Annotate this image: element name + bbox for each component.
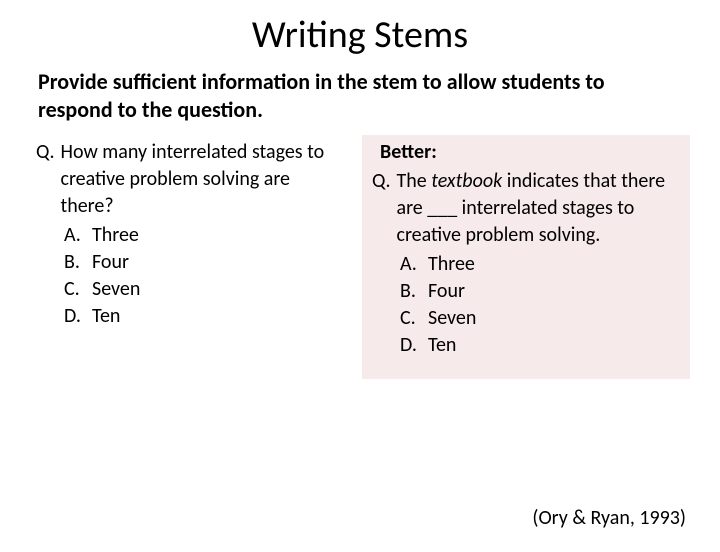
q-text: The textbook indicates that there are __… <box>397 168 680 249</box>
q-italic: textbook <box>431 169 502 193</box>
q-marker: Q. <box>36 139 61 220</box>
list-item: B. Four <box>400 278 680 305</box>
option-letter: A. <box>400 251 428 278</box>
option-text: Seven <box>428 305 680 332</box>
option-letter: A. <box>64 222 92 249</box>
option-text: Three <box>428 251 680 278</box>
option-letter: B. <box>400 278 428 305</box>
left-question: Q. How many interrelated stages to creat… <box>36 139 344 220</box>
list-item: C. Seven <box>400 305 680 332</box>
right-options: A. Three B. Four C. Seven D. Ten <box>400 251 680 359</box>
q-marker: Q. <box>372 168 397 249</box>
list-item: D. Ten <box>400 332 680 359</box>
columns: Q. How many interrelated stages to creat… <box>0 135 720 379</box>
right-column: Better: Q. The textbook indicates that t… <box>362 135 690 379</box>
better-label: Better: <box>380 139 680 166</box>
list-item: A. Three <box>400 251 680 278</box>
left-column: Q. How many interrelated stages to creat… <box>30 135 350 379</box>
option-text: Four <box>428 278 680 305</box>
left-options: A. Three B. Four C. Seven D. Ten <box>64 222 344 330</box>
subtitle: Provide sufficient information in the st… <box>0 68 720 123</box>
option-text: Ten <box>92 303 344 330</box>
list-item: B. Four <box>64 249 344 276</box>
list-item: A. Three <box>64 222 344 249</box>
citation: (Ory & Ryan, 1993) <box>532 506 686 530</box>
option-text: Three <box>92 222 344 249</box>
q-part1: The <box>397 169 432 193</box>
list-item: C. Seven <box>64 276 344 303</box>
option-text: Four <box>92 249 344 276</box>
q-text: How many interrelated stages to creative… <box>61 139 344 220</box>
option-letter: C. <box>64 276 92 303</box>
page-title: Writing Stems <box>0 12 720 58</box>
option-letter: B. <box>64 249 92 276</box>
option-letter: D. <box>400 332 428 359</box>
option-text: Seven <box>92 276 344 303</box>
list-item: D. Ten <box>64 303 344 330</box>
right-question: Q. The textbook indicates that there are… <box>372 168 680 249</box>
option-letter: C. <box>400 305 428 332</box>
option-text: Ten <box>428 332 680 359</box>
option-letter: D. <box>64 303 92 330</box>
